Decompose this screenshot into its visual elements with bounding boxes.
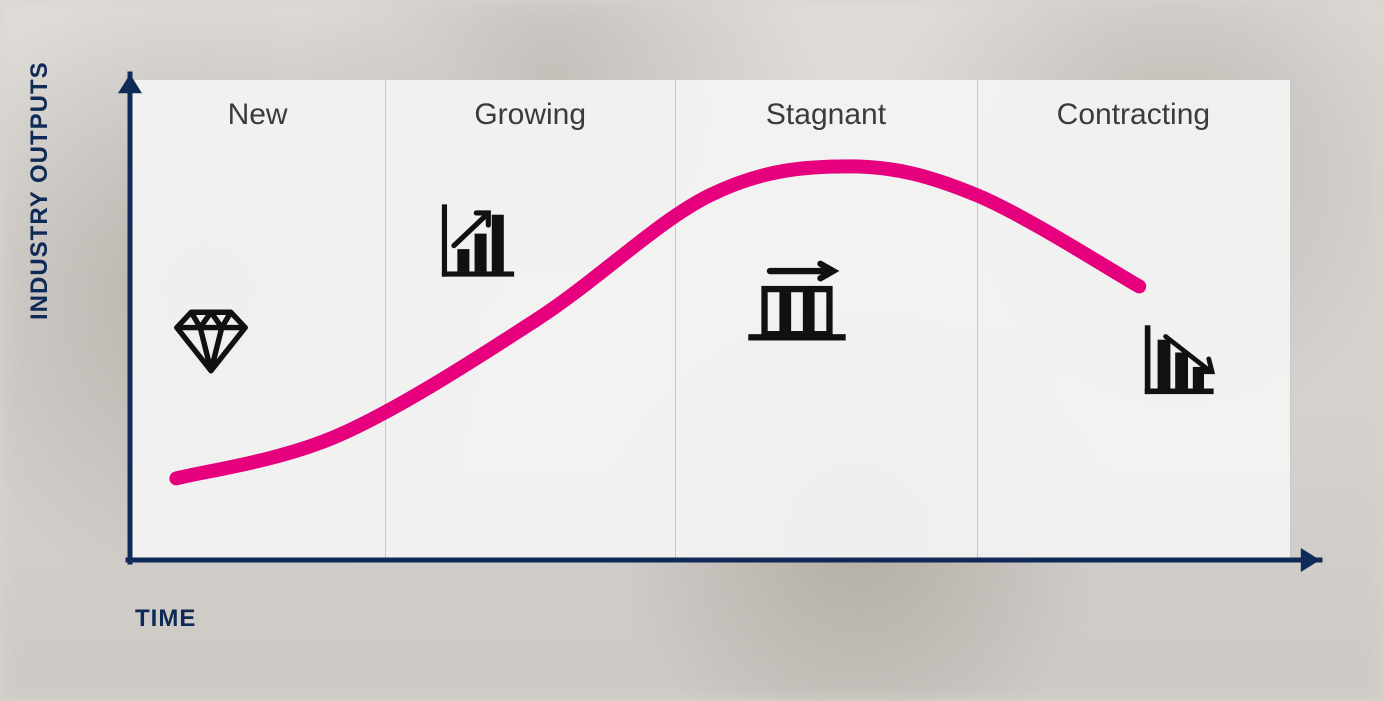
lifecycle-curve xyxy=(176,166,1139,478)
x-axis-label: TIME xyxy=(135,605,196,633)
y-axis-label: INDUSTRY OUTPUTS xyxy=(26,61,54,320)
diagram-stage: INDUSTRY OUTPUTS TIME ContractingStagnan… xyxy=(0,0,1384,701)
growth-bars-icon xyxy=(435,198,521,289)
diamond-icon xyxy=(166,308,256,381)
flat-bars-icon xyxy=(742,258,852,353)
plot-area: ContractingStagnantGrowingNew xyxy=(130,80,1290,560)
x-axis-arrowhead xyxy=(1301,548,1320,572)
decline-bars-icon xyxy=(1140,321,1220,406)
lifecycle-curve-svg xyxy=(130,80,1290,560)
